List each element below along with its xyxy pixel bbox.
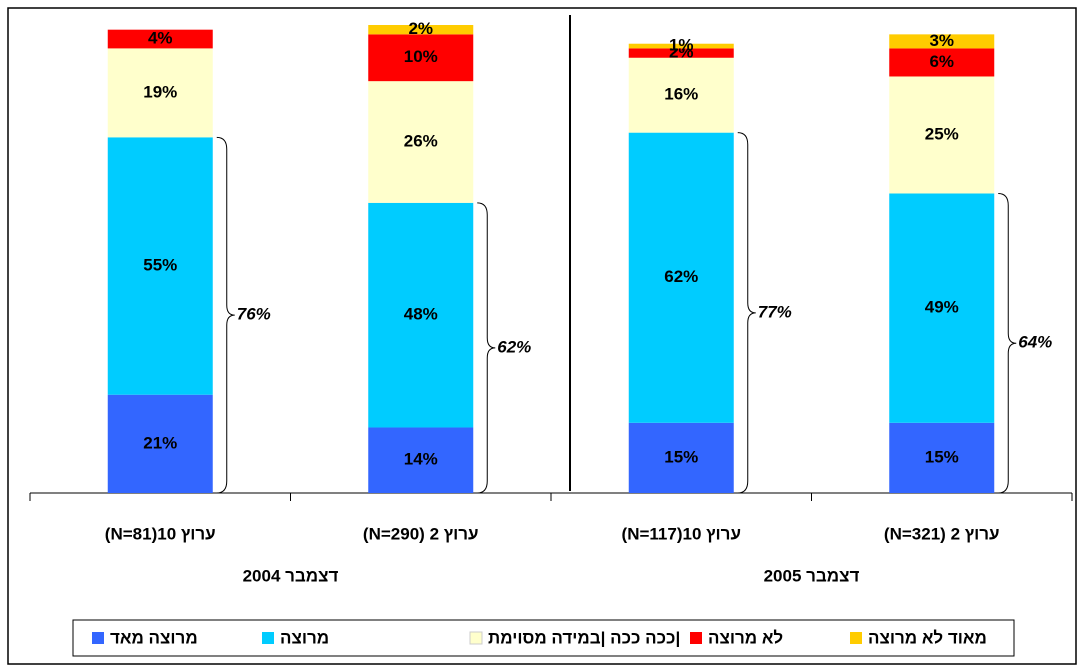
- bar-segment: [628, 422, 734, 493]
- bar-segment: [628, 132, 734, 423]
- total-label: 77%: [758, 302, 792, 321]
- legend-swatch: [850, 632, 862, 644]
- x-tick-label: ערוץ 2 (N=321): [884, 524, 1000, 543]
- bar-segment: [628, 57, 734, 133]
- value-label: 25%: [925, 124, 959, 143]
- bar-segment: [889, 34, 995, 49]
- total-brace: [216, 136, 235, 494]
- value-label: 16%: [664, 85, 698, 104]
- x-tick-label: ערוץ 10(N=81): [105, 524, 216, 543]
- total-brace: [998, 192, 1017, 494]
- bar-segment: [107, 29, 213, 49]
- legend-swatch: [92, 632, 104, 644]
- bar-segment: [368, 81, 474, 203]
- bar-segment: [628, 48, 734, 58]
- bar-segment: [889, 422, 995, 493]
- legend-label: מרוצה מאד: [110, 628, 198, 647]
- value-label: 14%: [404, 450, 438, 469]
- x-tick-label: ערוץ 2 (N=290): [363, 524, 479, 543]
- legend-label: מרוצה: [280, 628, 329, 647]
- legend-label: לא מרוצה: [708, 628, 783, 647]
- legend-swatch: [690, 632, 702, 644]
- value-label: 10%: [404, 47, 438, 66]
- total-label: 76%: [237, 305, 271, 324]
- total-label: 64%: [1018, 333, 1052, 352]
- total-brace: [477, 202, 496, 494]
- value-label: 49%: [925, 298, 959, 317]
- value-label: 55%: [143, 256, 177, 275]
- bar-segment: [628, 43, 734, 49]
- bar-segment: [368, 427, 474, 493]
- bar-segment: [107, 394, 213, 493]
- value-label: 19%: [143, 82, 177, 101]
- legend-swatch: [262, 632, 274, 644]
- value-label: 48%: [404, 305, 438, 324]
- group-label: דצמבר 2005: [764, 566, 860, 585]
- bar-segment: [889, 76, 995, 194]
- bar-segment: [368, 202, 474, 428]
- value-label: 26%: [404, 131, 438, 150]
- value-label: 6%: [929, 52, 954, 71]
- value-label: 2%: [408, 19, 433, 38]
- total-brace: [737, 132, 756, 494]
- value-label: 1%: [669, 36, 694, 55]
- bar-segment: [368, 25, 474, 35]
- bar-segment: [107, 48, 213, 138]
- value-label: 4%: [148, 29, 173, 48]
- value-label: 62%: [664, 267, 698, 286]
- bar-segment: [889, 193, 995, 423]
- legend-label: מאוד לא מרוצה: [868, 628, 987, 647]
- bar-segment: [889, 48, 995, 77]
- total-label: 62%: [497, 337, 531, 356]
- bar-segment: [368, 34, 474, 82]
- bar-segment: [107, 137, 213, 395]
- x-tick-label: ערוץ 10(N=117): [622, 524, 741, 543]
- value-label: 3%: [929, 31, 954, 50]
- legend-swatch: [469, 631, 483, 645]
- value-label: 21%: [143, 433, 177, 452]
- legend-label: ככה ככה |במידה מסוימת|: [488, 628, 680, 647]
- value-label: 15%: [664, 447, 698, 466]
- group-label: דצמבר 2004: [243, 566, 339, 585]
- value-label: 15%: [925, 447, 959, 466]
